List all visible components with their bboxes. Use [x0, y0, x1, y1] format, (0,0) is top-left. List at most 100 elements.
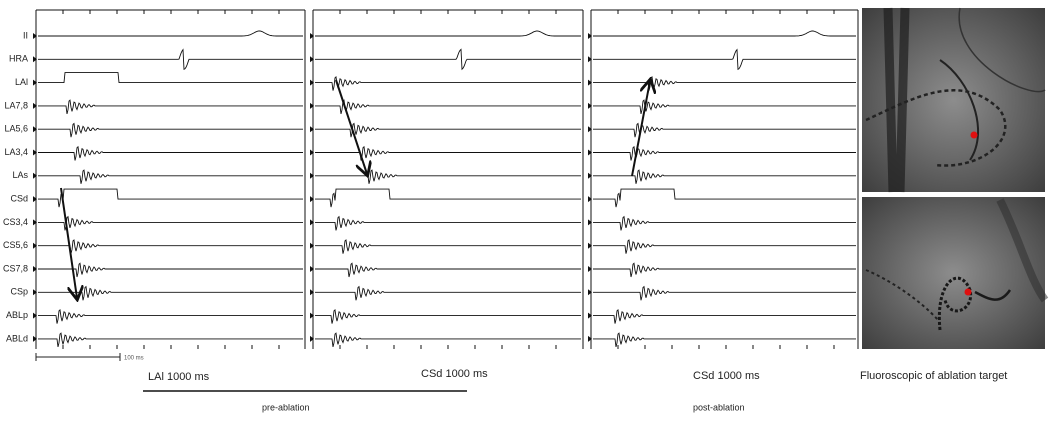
electrogram-trace [593, 169, 856, 184]
channel-marker [588, 266, 592, 272]
channel-marker [310, 335, 314, 342]
channel-marker [588, 79, 592, 86]
channel-label: CS3,4 [3, 217, 28, 227]
electrogram-trace [315, 239, 581, 254]
electrogram-trace [315, 169, 581, 184]
electrogram-trace [38, 332, 303, 348]
electrogram-trace [593, 332, 856, 348]
channel-label: LA5,6 [4, 124, 28, 134]
channel-marker [33, 56, 37, 63]
group-label: pre-ablation [262, 402, 310, 412]
electrogram-trace [315, 188, 581, 208]
electrogram-trace [593, 262, 856, 278]
electrogram-trace [315, 99, 581, 115]
channel-marker [310, 312, 314, 319]
channel-marker [33, 33, 37, 39]
channel-marker [33, 335, 37, 342]
electrogram-trace [593, 215, 856, 231]
electrogram-trace [315, 285, 581, 301]
electrogram-trace [38, 309, 303, 324]
activation-arrow [631, 81, 650, 177]
electrogram-trace [38, 188, 303, 208]
channel-marker [33, 79, 37, 86]
channel-marker [588, 149, 592, 156]
channel-label: CS5,6 [3, 240, 28, 250]
channel-marker [33, 219, 37, 226]
channel-marker [33, 242, 37, 249]
channel-label: CS7,8 [3, 263, 28, 273]
channel-marker [310, 266, 314, 272]
channel-marker [33, 102, 37, 109]
electrogram-trace [38, 72, 303, 84]
channel-marker [588, 56, 592, 63]
channel-marker [588, 172, 592, 179]
channel-marker [33, 289, 37, 296]
channel-label: ABLp [6, 310, 28, 320]
channel-marker [588, 312, 592, 319]
electrogram-trace [38, 239, 303, 254]
channel-marker [588, 102, 592, 109]
electrogram-panels [33, 9, 859, 349]
activation-arrow [60, 187, 77, 298]
electrogram-trace [315, 309, 581, 324]
channel-marker [310, 172, 314, 179]
channel-label: LAs [12, 170, 28, 180]
electrogram-trace [593, 99, 856, 115]
electrogram-trace [593, 122, 856, 138]
group-label: post-ablation [693, 402, 745, 412]
electrogram-trace [38, 99, 303, 115]
channel-marker [310, 219, 314, 226]
channel-marker [310, 126, 314, 133]
channel-label: ABLd [6, 333, 28, 343]
channel-label: II [23, 30, 28, 40]
scale-bar-label: 100 ms [124, 356, 144, 362]
channel-marker [310, 289, 314, 296]
channel-label: LAl [15, 77, 28, 87]
electrogram-trace [315, 122, 581, 138]
fluoroscopy-image [862, 7, 1046, 193]
electrogram-trace [38, 285, 303, 301]
channel-marker [33, 196, 37, 203]
electrogram-trace [38, 262, 303, 278]
channel-marker [310, 196, 314, 203]
channel-marker [588, 33, 592, 39]
channel-marker [310, 242, 314, 249]
electrogram-trace [315, 145, 581, 161]
channel-marker [33, 126, 37, 133]
electrogram-trace [593, 309, 856, 324]
channel-label: LA7,8 [4, 100, 28, 110]
electrogram-trace [38, 145, 303, 161]
channel-label: HRA [9, 54, 28, 64]
channel-marker [310, 149, 314, 156]
electrogram-trace [593, 285, 856, 301]
electrogram-trace [38, 30, 303, 37]
electrogram-trace [593, 188, 856, 208]
channel-marker [33, 266, 37, 272]
channel-label: CSd [10, 193, 28, 203]
channel-marker [33, 312, 37, 319]
electrogram-trace [38, 48, 303, 71]
channel-marker [588, 242, 592, 249]
electrogram-trace [315, 215, 581, 231]
channel-marker [588, 289, 592, 296]
electrogram-trace [38, 122, 303, 138]
panel-caption: CSd 1000 ms [421, 368, 488, 380]
panel-caption: LAl 1000 ms [148, 371, 210, 383]
electrogram-trace [315, 332, 581, 348]
channel-marker [588, 219, 592, 226]
electrogram-trace [38, 169, 303, 184]
channel-marker [310, 56, 314, 63]
electrogram-trace [593, 30, 856, 37]
channel-marker [310, 102, 314, 109]
panel-caption: CSd 1000 ms [693, 370, 760, 382]
channel-marker [310, 79, 314, 86]
electrogram-trace [315, 30, 581, 37]
activation-arrow [335, 79, 367, 174]
channel-marker [310, 33, 314, 39]
channel-marker [33, 149, 37, 156]
electrogram-trace [593, 145, 856, 161]
electrogram-trace [593, 76, 856, 91]
channel-marker [33, 172, 37, 179]
electrogram-trace [315, 48, 581, 71]
